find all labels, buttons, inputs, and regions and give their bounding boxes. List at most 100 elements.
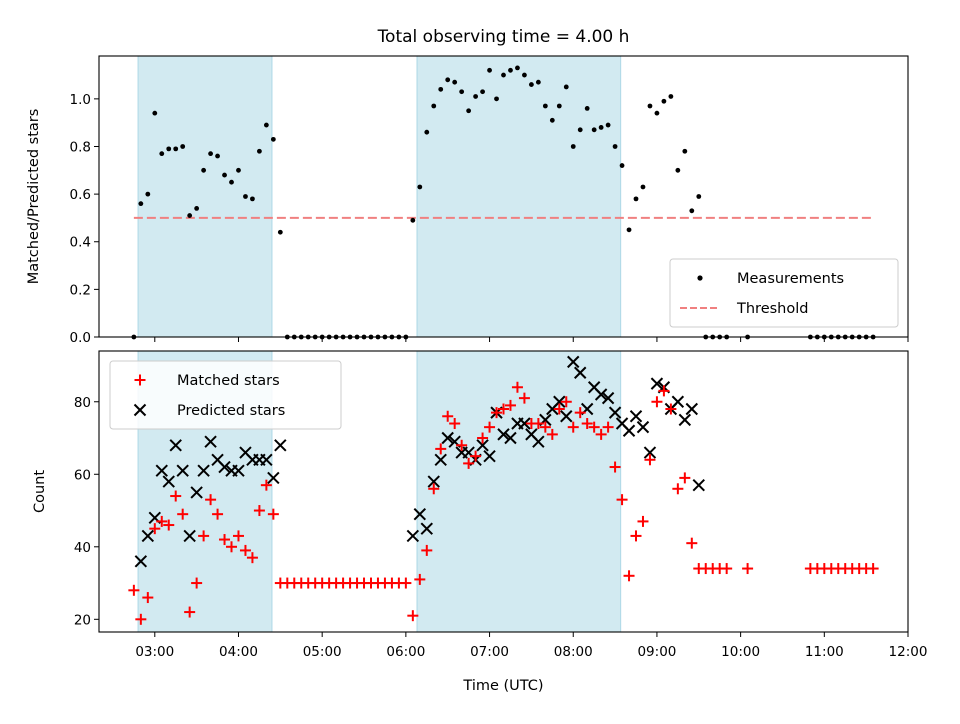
matched-point xyxy=(400,577,412,589)
predicted-point xyxy=(267,471,280,485)
matched-point xyxy=(128,584,140,596)
measurement-point xyxy=(563,84,569,90)
predicted-point xyxy=(427,475,440,488)
measurement-point xyxy=(661,98,667,104)
ratio-panel: 0.0 0.2 0.4 0.6 0.8 1.0 Total observing time … xyxy=(26,27,909,346)
matched-point xyxy=(609,461,621,473)
measurement-point xyxy=(675,167,681,173)
matched-point xyxy=(742,563,754,575)
matched-point xyxy=(156,515,168,527)
predicted-point xyxy=(441,431,454,445)
legend-marker-measurements xyxy=(697,275,703,281)
matched-point xyxy=(588,421,600,433)
predicted-point xyxy=(671,395,685,408)
measurement-point xyxy=(689,208,695,214)
matched-point xyxy=(163,519,175,531)
predicted-point xyxy=(678,413,692,427)
measurement-point xyxy=(473,94,479,99)
predicted-point xyxy=(232,464,245,477)
predicted-point xyxy=(685,402,699,416)
measurement-point xyxy=(138,201,144,207)
legend-label-measurements: Measurements xyxy=(737,271,844,287)
measurement-point xyxy=(250,196,255,202)
measurement-point xyxy=(535,79,541,85)
legend-x-glyph xyxy=(133,403,147,417)
measurement-point xyxy=(696,194,702,199)
matched-point xyxy=(511,381,523,393)
legend-label-predicted: Predicted stars xyxy=(177,403,285,419)
measurement-point xyxy=(577,127,583,133)
predicted-point xyxy=(141,529,155,543)
x-axis-label: Time (UTC) xyxy=(462,678,543,694)
matched-point xyxy=(532,418,544,430)
matched-point xyxy=(553,403,565,415)
predicted-point xyxy=(413,507,427,521)
measurement-point xyxy=(194,206,200,211)
matched-point xyxy=(219,534,231,546)
matched-point xyxy=(665,403,677,415)
x-tick-label: 04:00 xyxy=(219,644,258,660)
matched-point xyxy=(484,421,496,433)
measurement-point xyxy=(180,144,186,149)
matched-point xyxy=(435,443,447,455)
x-tick-label: 08:00 xyxy=(554,644,593,660)
shaded-interval-2 xyxy=(416,350,622,633)
y-tick-label: 40 xyxy=(74,540,91,556)
predicted-point xyxy=(553,395,566,408)
matched-point xyxy=(560,396,572,408)
predicted-point xyxy=(560,410,573,423)
predicted-point xyxy=(650,377,664,390)
predicted-point xyxy=(274,439,287,452)
measurement-point xyxy=(494,96,499,102)
measurement-point xyxy=(556,103,562,109)
matched-point xyxy=(623,570,635,582)
predicted-point xyxy=(476,439,489,452)
predicted-point xyxy=(155,464,168,477)
measurement-point xyxy=(459,89,465,95)
matched-point xyxy=(205,494,217,506)
predicted-point xyxy=(134,555,148,568)
matched-point xyxy=(581,418,593,430)
matched-point xyxy=(267,508,279,520)
measurement-point xyxy=(654,110,660,116)
measurement-point xyxy=(682,148,688,154)
measurement-point xyxy=(626,227,632,233)
predicted-point xyxy=(574,366,587,379)
matched-point xyxy=(253,505,265,517)
measurement-point xyxy=(215,153,220,159)
y-tick-label: 0.6 xyxy=(70,187,91,203)
x-tick-label: 03:00 xyxy=(135,644,174,660)
matched-point xyxy=(721,563,733,575)
measurement-point xyxy=(668,94,674,99)
measurement-point xyxy=(633,196,639,202)
measurement-point xyxy=(508,67,513,73)
measurement-point xyxy=(619,163,625,168)
matched-point xyxy=(184,606,196,618)
measurement-point xyxy=(263,122,269,128)
matched-point xyxy=(686,537,698,549)
measurement-point xyxy=(257,148,262,154)
y-tick-label: 0.4 xyxy=(70,235,91,251)
predicted-point xyxy=(601,391,615,405)
measurement-point xyxy=(270,136,276,142)
predicted-point xyxy=(218,460,231,474)
measurement-point xyxy=(173,146,179,152)
matched-point xyxy=(679,472,691,484)
matched-point xyxy=(463,457,475,469)
measurement-point xyxy=(277,229,283,235)
predicted-point xyxy=(162,475,175,488)
matched-point xyxy=(498,403,509,415)
counts-y-axis: 20 40 60 80 xyxy=(74,395,99,628)
matched-point xyxy=(595,428,607,440)
measurement-point xyxy=(417,184,423,190)
ratio-y-axis: 0.0 0.2 0.4 0.6 0.8 1.0 xyxy=(70,92,99,346)
chart-title: Total observing time = 4.00 h xyxy=(377,27,630,47)
y-tick-label: 0.0 xyxy=(70,330,91,346)
ratio-legend-box xyxy=(669,258,899,328)
matched-point xyxy=(651,396,663,408)
predicted-point xyxy=(260,453,273,466)
measurement-point xyxy=(640,184,646,190)
matched-point xyxy=(442,410,454,422)
measurement-point xyxy=(466,108,472,114)
predicted-point xyxy=(518,417,531,430)
